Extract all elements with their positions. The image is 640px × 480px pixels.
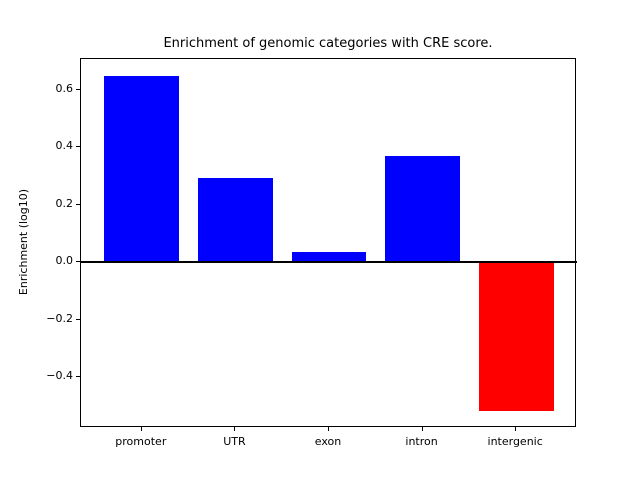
bar-promoter: [104, 75, 180, 263]
y-tick-mark: [76, 375, 80, 377]
x-tick-mark: [328, 427, 329, 431]
y-tick-mark: [76, 318, 80, 320]
x-tick-label-exon: exon: [314, 435, 342, 448]
y-tick-label: 0.6: [55, 81, 74, 95]
y-tick-mark: [76, 261, 80, 263]
y-axis-label: Enrichment (log10): [17, 188, 30, 296]
x-tick-mark: [421, 427, 423, 431]
x-tick-label-intergenic: intergenic: [487, 435, 543, 448]
y-tick-label: 0.4: [55, 139, 74, 153]
x-tick-mark: [140, 427, 142, 431]
plot-area: [80, 58, 577, 427]
y-tick-label: −0.2: [46, 311, 73, 325]
bar-exon: [291, 252, 367, 263]
y-tick-mark: [76, 146, 80, 148]
y-tick-label: 0.0: [55, 254, 74, 268]
x-tick-mark: [234, 427, 236, 431]
x-tick-label-UTR: UTR: [223, 435, 246, 448]
x-tick-mark: [515, 427, 517, 431]
x-tick-label-promoter: promoter: [115, 435, 167, 448]
bar-intergenic: [478, 262, 554, 412]
zero-line: [81, 261, 577, 264]
y-tick-mark: [76, 88, 80, 90]
bar-intron: [385, 155, 460, 263]
y-tick-mark: [76, 203, 80, 205]
y-tick-label: −0.4: [46, 368, 73, 382]
plot-title: Enrichment of genomic categories with CR…: [163, 36, 493, 51]
x-tick-label-intron: intron: [405, 435, 438, 448]
y-tick-label: 0.2: [55, 196, 74, 210]
bar-UTR: [197, 177, 273, 263]
